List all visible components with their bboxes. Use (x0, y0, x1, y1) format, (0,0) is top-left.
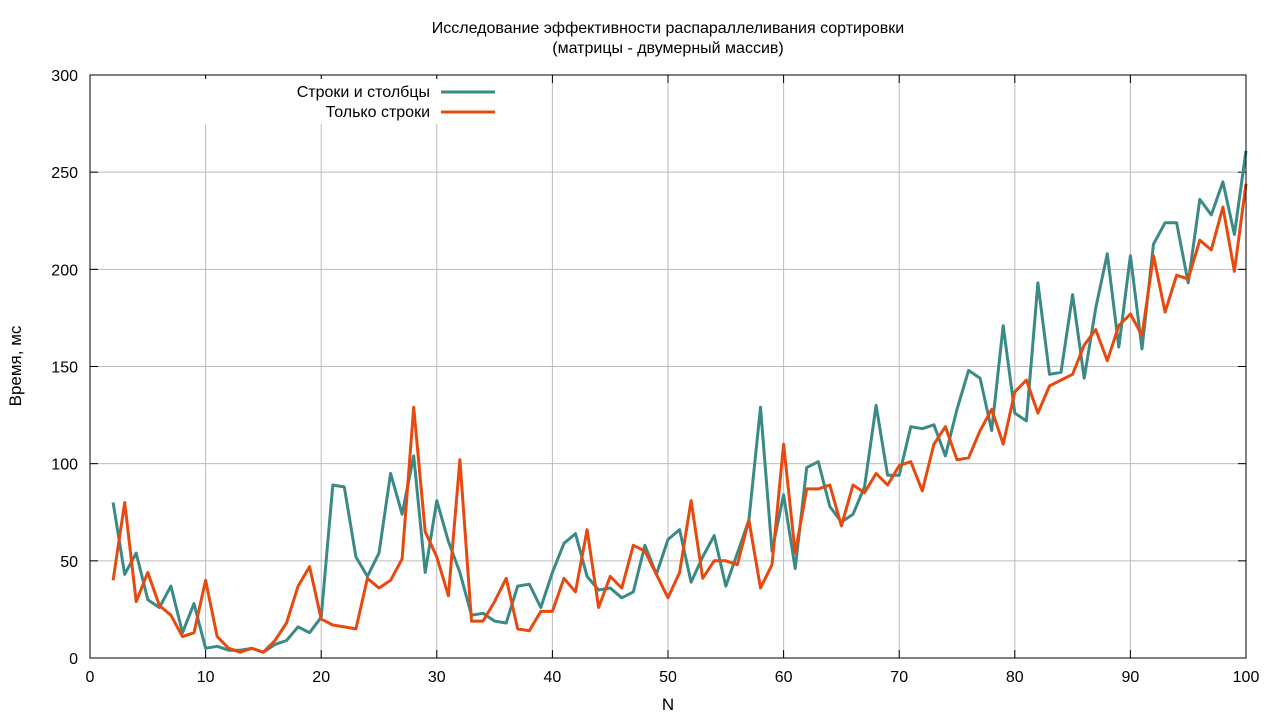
x-tick-label: 50 (659, 669, 677, 686)
series-layer (111, 150, 1248, 654)
y-tick-label: 50 (60, 554, 78, 571)
x-tick-label: 100 (1233, 669, 1260, 686)
chart-title: Исследование эффективности распараллелив… (432, 20, 904, 37)
x-tick-label: 10 (197, 669, 215, 686)
series-line-2 (111, 183, 1248, 654)
y-tick-label: 0 (69, 651, 78, 668)
y-tick-label: 100 (51, 457, 78, 474)
x-tick-label: 20 (312, 669, 330, 686)
x-tick-label: 40 (544, 669, 562, 686)
series-line-1 (111, 150, 1248, 654)
chart-subtitle: (матрицы - двумерный массив) (552, 40, 783, 57)
legend-label-2: Только строки (326, 104, 430, 121)
legend-label-1: Строки и столбцы (297, 84, 430, 101)
y-tick-label: 150 (51, 360, 78, 377)
x-tick-label: 80 (1006, 669, 1024, 686)
x-tick-label: 70 (890, 669, 908, 686)
y-axis-label: Время, мс (6, 325, 25, 406)
x-tick-label: 0 (86, 669, 95, 686)
x-tick-label: 30 (428, 669, 446, 686)
grid (90, 75, 1246, 658)
plot-frame (89, 74, 1247, 659)
legend-background (200, 79, 505, 124)
y-tick-label: 250 (51, 165, 78, 182)
x-tick-label: 60 (775, 669, 793, 686)
x-axis-label: N (662, 695, 674, 714)
y-tick-label: 300 (51, 68, 78, 85)
y-tick-label: 200 (51, 262, 78, 279)
axis-ticks: 0 10 20 30 40 50 60 70 80 90 100 0 50 100 150 200 250 300 (51, 68, 1259, 686)
x-tick-label: 90 (1122, 669, 1140, 686)
legend: Строки и столбцы Только строки (200, 79, 505, 124)
